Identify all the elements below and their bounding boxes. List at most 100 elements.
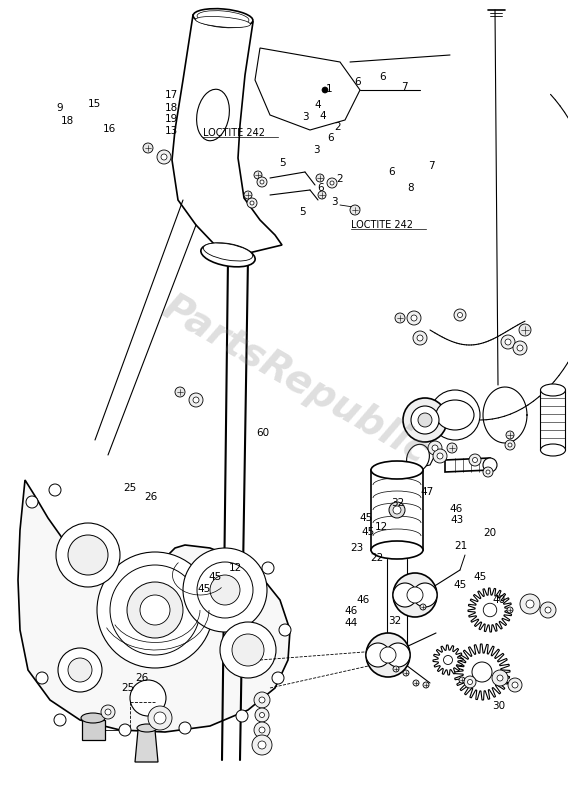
Circle shape (68, 535, 108, 575)
Text: 13: 13 (165, 126, 178, 135)
Text: 2: 2 (336, 174, 343, 184)
Circle shape (36, 672, 48, 684)
Circle shape (407, 587, 423, 603)
Circle shape (143, 143, 153, 153)
Circle shape (193, 397, 199, 403)
Circle shape (505, 339, 511, 345)
Circle shape (247, 198, 257, 208)
Text: 26: 26 (135, 673, 149, 683)
Polygon shape (82, 720, 105, 740)
Circle shape (417, 335, 423, 341)
Circle shape (327, 178, 337, 188)
Text: 22: 22 (370, 554, 383, 563)
Circle shape (517, 345, 523, 351)
Text: 44: 44 (344, 618, 358, 627)
Circle shape (389, 502, 405, 518)
Text: 8: 8 (407, 184, 414, 193)
Ellipse shape (193, 9, 253, 28)
Circle shape (540, 602, 556, 618)
Circle shape (483, 604, 497, 617)
Text: 45: 45 (208, 573, 222, 582)
Circle shape (526, 600, 534, 608)
Circle shape (393, 583, 417, 607)
Circle shape (393, 573, 437, 617)
Ellipse shape (436, 400, 474, 430)
Circle shape (250, 201, 254, 205)
Ellipse shape (371, 541, 423, 559)
Circle shape (154, 712, 166, 724)
Circle shape (469, 454, 481, 466)
Circle shape (220, 622, 276, 678)
Text: 6: 6 (379, 72, 386, 81)
Text: 45: 45 (198, 585, 211, 594)
Circle shape (395, 313, 405, 323)
Circle shape (545, 607, 551, 613)
Polygon shape (18, 480, 290, 732)
Text: LOCTITE 242: LOCTITE 242 (351, 221, 413, 230)
Text: 15: 15 (87, 100, 101, 109)
Circle shape (232, 634, 264, 666)
Circle shape (148, 706, 172, 730)
Text: 46: 46 (357, 595, 370, 604)
Circle shape (393, 506, 401, 514)
Circle shape (483, 467, 493, 477)
Text: 20: 20 (483, 528, 496, 538)
Ellipse shape (197, 89, 229, 141)
Circle shape (130, 680, 166, 716)
Text: 25: 25 (121, 683, 135, 693)
Circle shape (423, 682, 429, 688)
Text: 7: 7 (428, 161, 435, 171)
Polygon shape (255, 48, 360, 130)
Circle shape (508, 443, 512, 447)
Circle shape (447, 443, 457, 453)
Text: 2: 2 (335, 122, 341, 131)
Circle shape (244, 191, 252, 199)
Text: 45: 45 (473, 573, 487, 582)
Text: 18: 18 (165, 103, 178, 112)
Ellipse shape (371, 461, 423, 479)
Circle shape (257, 177, 267, 187)
Text: 32: 32 (391, 498, 404, 508)
Ellipse shape (203, 243, 253, 261)
Text: 7: 7 (401, 82, 408, 92)
Circle shape (393, 666, 399, 672)
Circle shape (366, 643, 390, 667)
Circle shape (459, 677, 465, 683)
Text: 25: 25 (123, 483, 136, 493)
Circle shape (512, 682, 518, 688)
Ellipse shape (197, 10, 249, 25)
Ellipse shape (201, 243, 255, 267)
Circle shape (68, 658, 92, 682)
Circle shape (413, 331, 427, 345)
Circle shape (236, 710, 248, 722)
Ellipse shape (137, 724, 157, 732)
Text: 5: 5 (279, 158, 286, 168)
Ellipse shape (483, 458, 497, 472)
Circle shape (444, 656, 453, 664)
Circle shape (418, 413, 432, 427)
Text: 21: 21 (454, 541, 468, 551)
Circle shape (127, 582, 183, 638)
Circle shape (519, 324, 531, 336)
Circle shape (492, 670, 508, 686)
Circle shape (473, 457, 478, 463)
Text: 19: 19 (165, 114, 178, 123)
Circle shape (464, 676, 476, 688)
Circle shape (432, 445, 438, 451)
Circle shape (380, 647, 396, 663)
Polygon shape (135, 730, 158, 762)
Polygon shape (405, 448, 435, 470)
Text: 45: 45 (361, 527, 375, 536)
Circle shape (508, 678, 522, 692)
Text: 12: 12 (375, 522, 389, 532)
Circle shape (260, 180, 264, 184)
Text: 6: 6 (318, 184, 324, 193)
Circle shape (157, 150, 171, 164)
Circle shape (316, 174, 324, 182)
Circle shape (506, 431, 514, 439)
Circle shape (189, 393, 203, 407)
Ellipse shape (81, 713, 105, 723)
Circle shape (513, 341, 527, 355)
Text: 23: 23 (350, 543, 364, 553)
Circle shape (140, 595, 170, 625)
